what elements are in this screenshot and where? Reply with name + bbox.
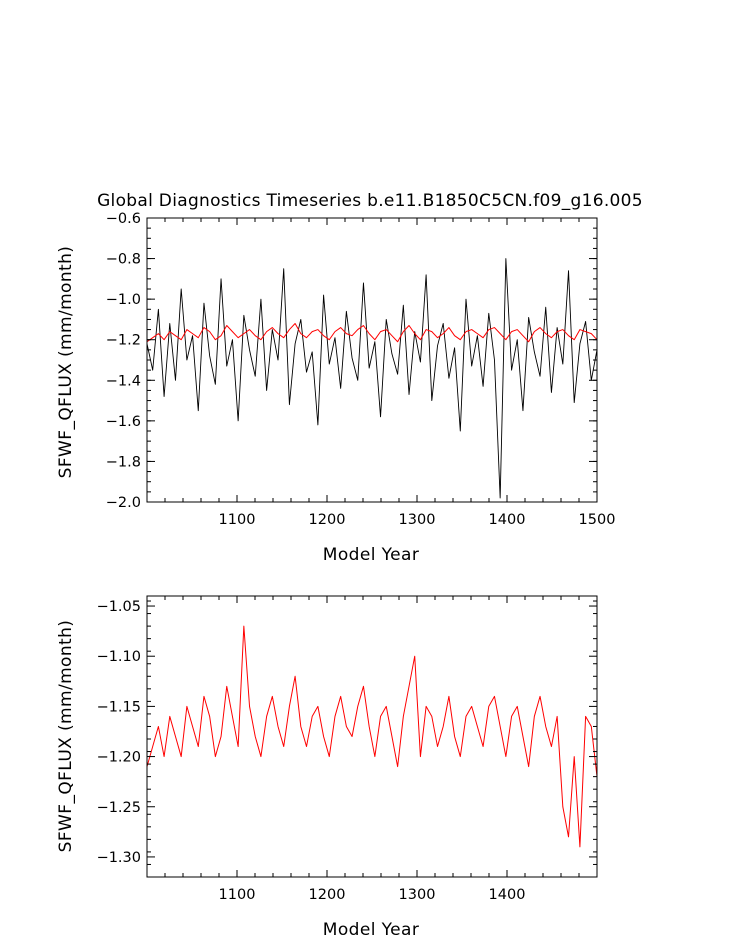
x-axis-title: Model Year [323, 545, 419, 565]
y-tick-label: −0.6 [106, 211, 141, 227]
series-line-0 [146, 258, 598, 499]
plot-frame [146, 595, 598, 878]
y-tick-label: −1.6 [106, 414, 141, 430]
series-line-0 [146, 625, 598, 848]
y-tick-label: −1.8 [106, 454, 141, 470]
y-tick-label: −0.8 [106, 252, 141, 268]
x-tick-label: 1300 [399, 887, 436, 903]
plot-area: 1100 1200 1300 1400 −1.05 −1.10 −1.15 −1.20 −1.2… [97, 595, 598, 903]
y-tick-label: −1.30 [97, 850, 141, 866]
y-tick-label: −1.15 [97, 699, 141, 715]
x-tick-label: 1300 [399, 512, 436, 528]
plot-area: 1100 1200 1300 1400 1500 −0.6 −0.8 −1.0 −1.2 −1.4… [106, 211, 616, 528]
y-tick-label: −1.10 [97, 649, 141, 665]
timeseries-chart-full: Global Diagnostics Timeseries b.e11.B185… [56, 191, 643, 565]
plot-frame [146, 217, 598, 503]
x-tick-label: 1400 [489, 887, 526, 903]
x-tick-label: 1400 [489, 512, 526, 528]
x-tick-label: 1200 [309, 887, 346, 903]
x-tick-label: 1200 [309, 512, 346, 528]
y-tick-label: −1.0 [106, 292, 141, 308]
x-axis-title: Model Year [323, 920, 419, 940]
y-tick-label: −1.05 [97, 599, 141, 615]
x-tick-label: 1100 [219, 512, 256, 528]
y-tick-label: −1.2 [106, 333, 141, 349]
x-tick-label: 1100 [219, 887, 256, 903]
y-axis-title: SFWF_QFLUX (mm/month) [56, 246, 76, 479]
x-tick-label: 1500 [579, 512, 616, 528]
y-tick-label: −2.0 [106, 495, 141, 511]
y-tick-label: −1.4 [106, 373, 141, 389]
y-tick-label: −1.20 [97, 750, 141, 766]
series-line-1 [146, 322, 598, 343]
y-tick-label: −1.25 [97, 800, 141, 816]
timeseries-chart-zoom: 1100 1200 1300 1400 −1.05 −1.10 −1.15 −1.20 −1.2… [56, 595, 598, 940]
y-axis-title: SFWF_QFLUX (mm/month) [56, 620, 76, 853]
chart-title: Global Diagnostics Timeseries b.e11.B185… [97, 191, 643, 211]
